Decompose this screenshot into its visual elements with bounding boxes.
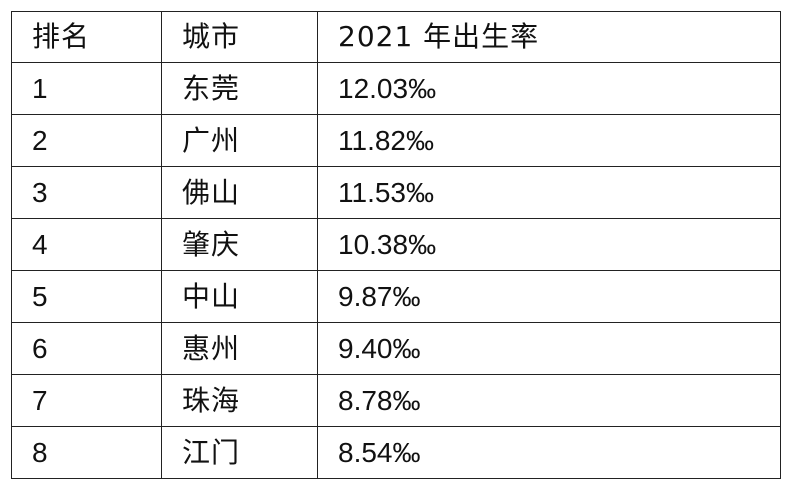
city-cell: 江门 bbox=[161, 426, 318, 479]
table-row: 8 江门 8.54‰ bbox=[11, 426, 781, 479]
table-row: 1 东莞 12.03‰ bbox=[11, 62, 781, 115]
rate-cell: 11.82‰ bbox=[317, 114, 781, 167]
rank-cell: 6 bbox=[11, 322, 162, 375]
table-row: 5 中山 9.87‰ bbox=[11, 270, 781, 323]
city-cell: 中山 bbox=[161, 270, 318, 323]
birth-rate-table: 排名 城市 2021 年出生率 1 东莞 12.03‰ 2 广州 11.82‰ … bbox=[11, 11, 781, 479]
city-cell: 珠海 bbox=[161, 374, 318, 427]
rank-cell: 2 bbox=[11, 114, 162, 167]
rank-cell: 8 bbox=[11, 426, 162, 479]
table-body: 1 东莞 12.03‰ 2 广州 11.82‰ 3 佛山 11.53‰ 4 肇庆… bbox=[11, 62, 781, 479]
city-cell: 肇庆 bbox=[161, 218, 318, 271]
rate-cell: 10.38‰ bbox=[317, 218, 781, 271]
table-row: 3 佛山 11.53‰ bbox=[11, 166, 781, 219]
table-row: 2 广州 11.82‰ bbox=[11, 114, 781, 167]
rank-cell: 4 bbox=[11, 218, 162, 271]
rate-cell: 11.53‰ bbox=[317, 166, 781, 219]
header-birth-rate: 2021 年出生率 bbox=[317, 11, 781, 63]
table-row: 6 惠州 9.40‰ bbox=[11, 322, 781, 375]
city-cell: 佛山 bbox=[161, 166, 318, 219]
table-row: 7 珠海 8.78‰ bbox=[11, 374, 781, 427]
birth-rate-table-container: 排名 城市 2021 年出生率 1 东莞 12.03‰ 2 广州 11.82‰ … bbox=[11, 11, 781, 484]
rank-cell: 5 bbox=[11, 270, 162, 323]
rank-cell: 1 bbox=[11, 62, 162, 115]
city-cell: 惠州 bbox=[161, 322, 318, 375]
rank-cell: 3 bbox=[11, 166, 162, 219]
rate-cell: 8.54‰ bbox=[317, 426, 781, 479]
table-row: 4 肇庆 10.38‰ bbox=[11, 218, 781, 271]
header-rank: 排名 bbox=[11, 11, 162, 63]
header-city: 城市 bbox=[161, 11, 318, 63]
rate-cell: 8.78‰ bbox=[317, 374, 781, 427]
rate-cell: 9.40‰ bbox=[317, 322, 781, 375]
table-header: 排名 城市 2021 年出生率 bbox=[11, 11, 781, 63]
city-cell: 广州 bbox=[161, 114, 318, 167]
city-cell: 东莞 bbox=[161, 62, 318, 115]
header-row: 排名 城市 2021 年出生率 bbox=[11, 11, 781, 63]
rate-cell: 9.87‰ bbox=[317, 270, 781, 323]
rate-cell: 12.03‰ bbox=[317, 62, 781, 115]
rank-cell: 7 bbox=[11, 374, 162, 427]
